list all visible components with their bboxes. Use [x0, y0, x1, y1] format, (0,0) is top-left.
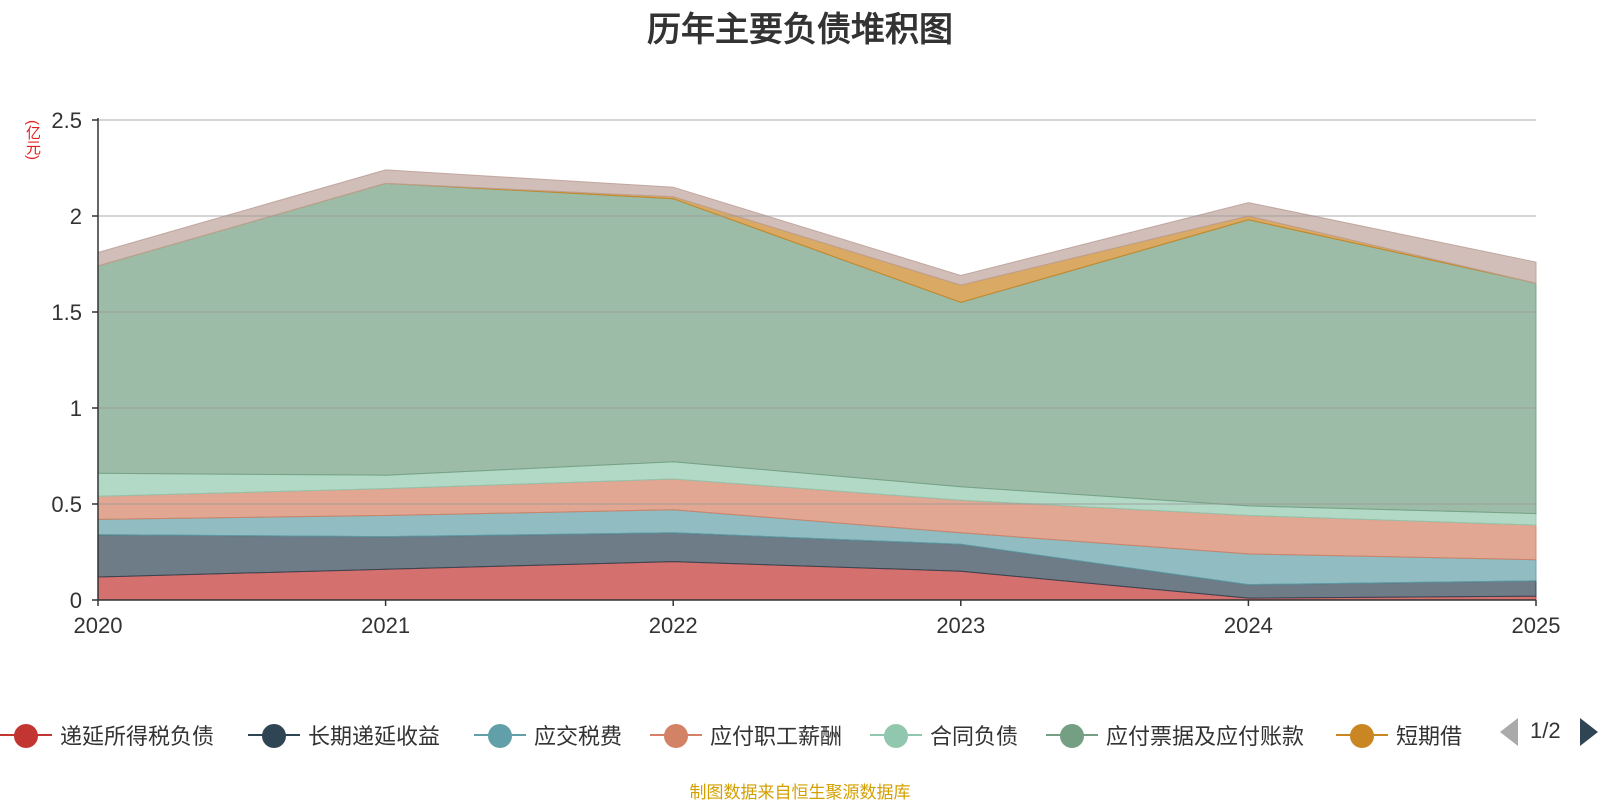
- legend-label: 长期递延收益: [308, 724, 441, 749]
- legend-item-taxes-payable[interactable]: 应交税费: [474, 718, 622, 752]
- legend-item-contract-liabilities[interactable]: 合同负债: [870, 718, 1018, 752]
- x-tick-label: 2025: [1512, 613, 1561, 638]
- y-tick-label: 1.5: [51, 300, 82, 325]
- x-tick-label: 2020: [74, 613, 123, 638]
- legend-marker-icon: [650, 718, 702, 752]
- chart-title: 历年主要负债堆积图: [647, 11, 953, 49]
- x-tick-label: 2021: [361, 613, 410, 638]
- legend-label: 应付票据及应付账款: [1106, 724, 1305, 749]
- legend-marker-icon: [1336, 718, 1388, 752]
- y-tick-label: 0.5: [51, 492, 82, 517]
- x-tick-label: 2022: [649, 613, 698, 638]
- y-tick-label: 2: [70, 204, 82, 229]
- legend-label: 短期借: [1396, 724, 1463, 749]
- legend-marker-icon: [1046, 718, 1098, 752]
- stacked-area-chart: 0 0.5 1 1.5 2 2.5 2020 2021 2022 2023 2024 2025: [51, 108, 1561, 638]
- y-tick-label: 2.5: [51, 108, 82, 133]
- legend-item-deferred-tax[interactable]: 递延所得税负债: [0, 718, 214, 752]
- legend-page-indicator: 1/2: [1530, 718, 1561, 743]
- y-tick-label: 1: [70, 396, 82, 421]
- legend-item-deferred-income[interactable]: 长期递延收益: [248, 718, 440, 752]
- y-axis-unit-label: (亿元): [24, 120, 41, 160]
- area-series-7: [97, 169, 1537, 286]
- legend-label: 应交税费: [534, 724, 623, 749]
- legend-label: 应付职工薪酬: [710, 724, 843, 749]
- legend-prev-page-icon[interactable]: [1500, 718, 1518, 746]
- legend-label: 合同负债: [930, 724, 1019, 749]
- legend: 递延所得税负债 长期递延收益 应交税费 应付职工薪酬 合同负债 应付票据及应付账…: [0, 718, 1600, 752]
- legend-item-payroll-payable[interactable]: 应付职工薪酬: [650, 718, 842, 752]
- legend-marker-icon: [0, 718, 52, 752]
- data-source-note: 制图数据来自恒生聚源数据库: [689, 783, 911, 802]
- legend-item-notes-accounts-payable[interactable]: 应付票据及应付账款: [1046, 718, 1304, 752]
- x-tick-label: 2023: [936, 613, 985, 638]
- legend-next-page-icon[interactable]: [1580, 718, 1598, 746]
- legend-marker-icon: [474, 718, 526, 752]
- legend-marker-icon: [248, 718, 300, 752]
- legend-label: 递延所得税负债: [60, 724, 215, 749]
- legend-item-short-term-loans[interactable]: 短期借: [1336, 718, 1462, 752]
- legend-marker-icon: [870, 718, 922, 752]
- y-tick-label: 0: [70, 588, 82, 613]
- x-tick-label: 2024: [1224, 613, 1273, 638]
